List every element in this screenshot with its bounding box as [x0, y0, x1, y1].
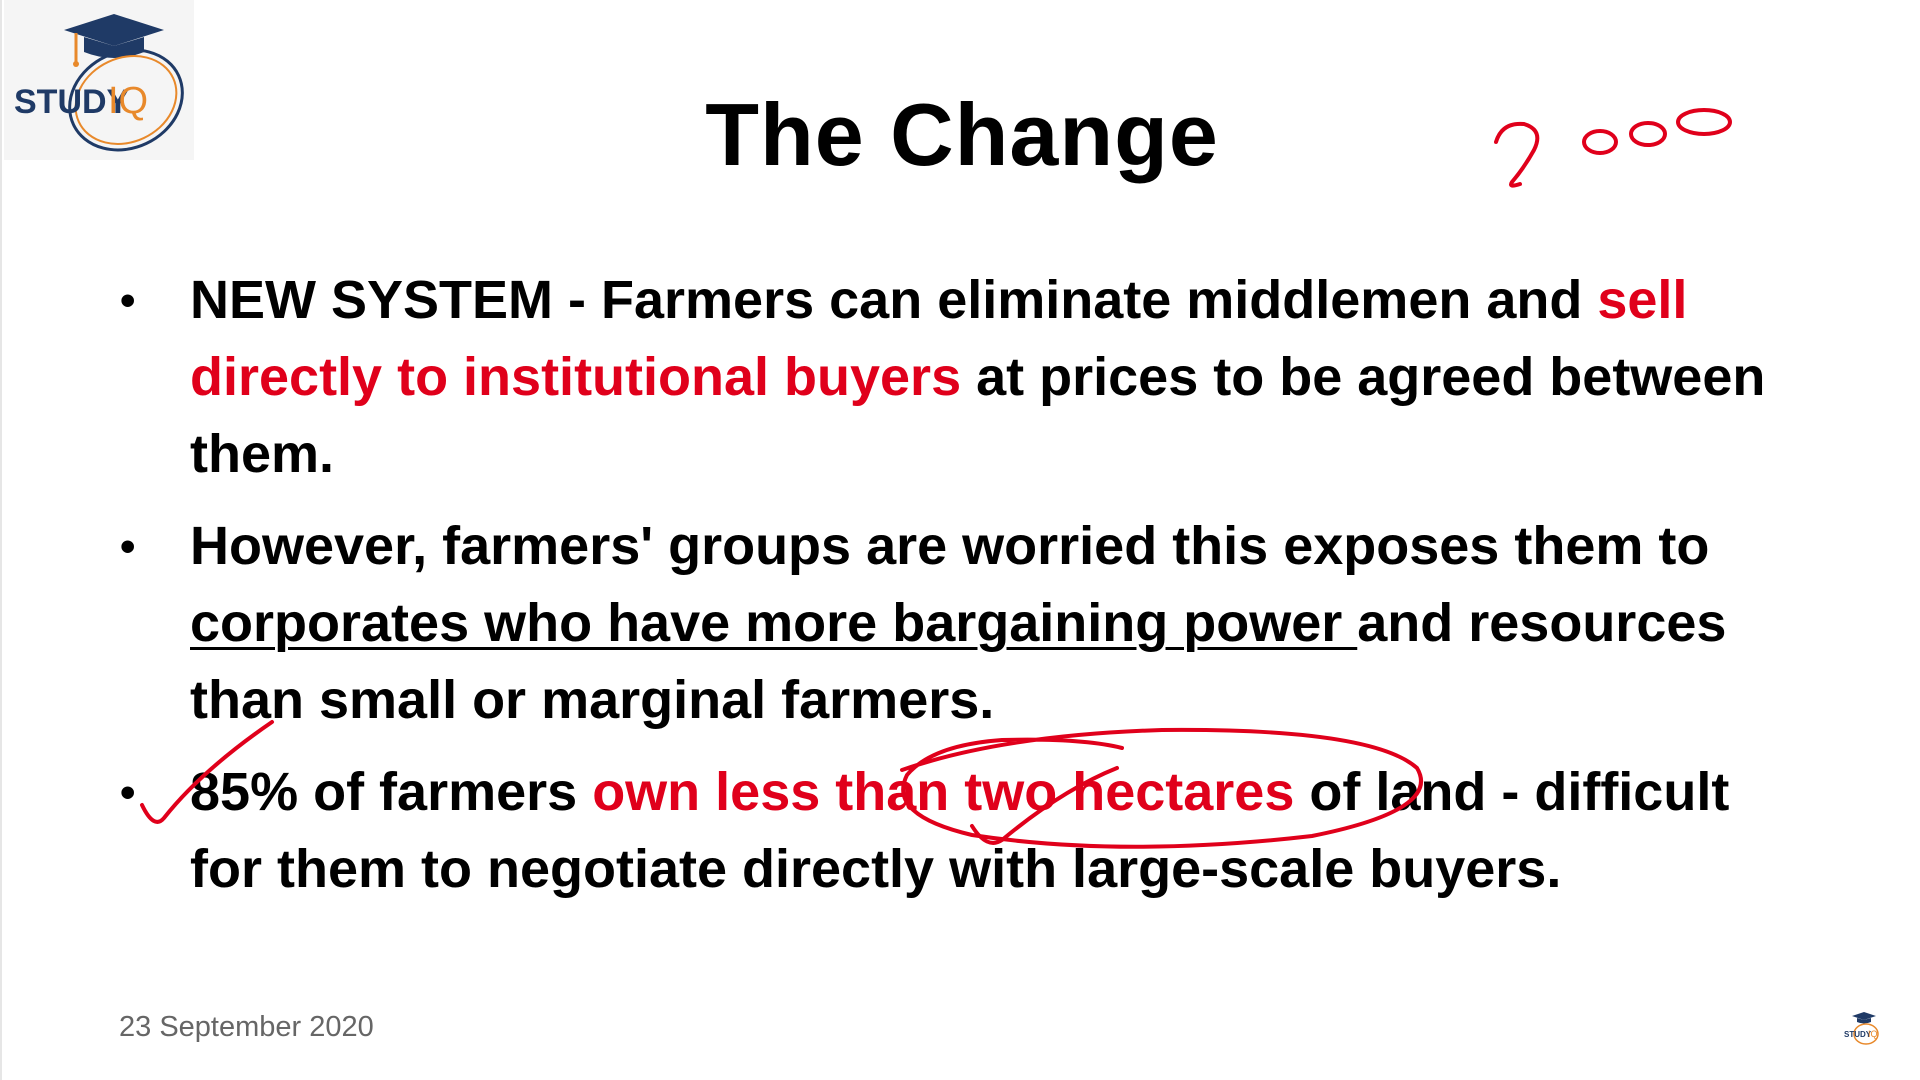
- svg-text:IQ: IQ: [108, 80, 148, 122]
- bullet-item: • However, farmers' groups are worried t…: [112, 508, 1812, 739]
- footer-date: 23 September 2020: [119, 1011, 374, 1043]
- studyiq-logo: STUDY IQ: [4, 0, 194, 160]
- bullet-text: However, farmers' groups are worried thi…: [190, 516, 1710, 576]
- svg-text:STUDY: STUDY: [1844, 1030, 1872, 1039]
- bullet-text: and resources than small or marginal far…: [190, 593, 1727, 730]
- graduation-cap-icon: STUDY IQ: [14, 14, 184, 152]
- bullet-underlined: corporates who have more bargaining powe…: [190, 593, 1358, 653]
- bullet-dot: •: [120, 768, 136, 817]
- svg-text:STUDY: STUDY: [14, 83, 130, 121]
- bullet-highlight: own less than two hectares: [592, 762, 1295, 822]
- bullet-text: at prices to be agreed between them.: [190, 347, 1766, 484]
- bullet-item: • NEW SYSTEM - Farmers can eliminate mid…: [112, 262, 1812, 493]
- slide-title: The Change: [705, 85, 1219, 184]
- svg-text:IQ: IQ: [1868, 1029, 1878, 1039]
- studyiq-mini-logo-icon: STUDY IQ: [1842, 1010, 1882, 1051]
- bullet-text: NEW SYSTEM - Farmers can eliminate middl…: [190, 270, 1598, 330]
- bullet-item: • 85% of farmers own less than two hecta…: [112, 754, 1812, 908]
- bullet-list: • NEW SYSTEM - Farmers can eliminate mid…: [112, 262, 1812, 923]
- bullet-dot: •: [120, 522, 136, 571]
- bullet-text: 85% of farmers: [190, 762, 593, 822]
- bullet-dot: •: [120, 276, 136, 325]
- bullet-highlight: sell directly to institutional buyers: [190, 270, 1688, 407]
